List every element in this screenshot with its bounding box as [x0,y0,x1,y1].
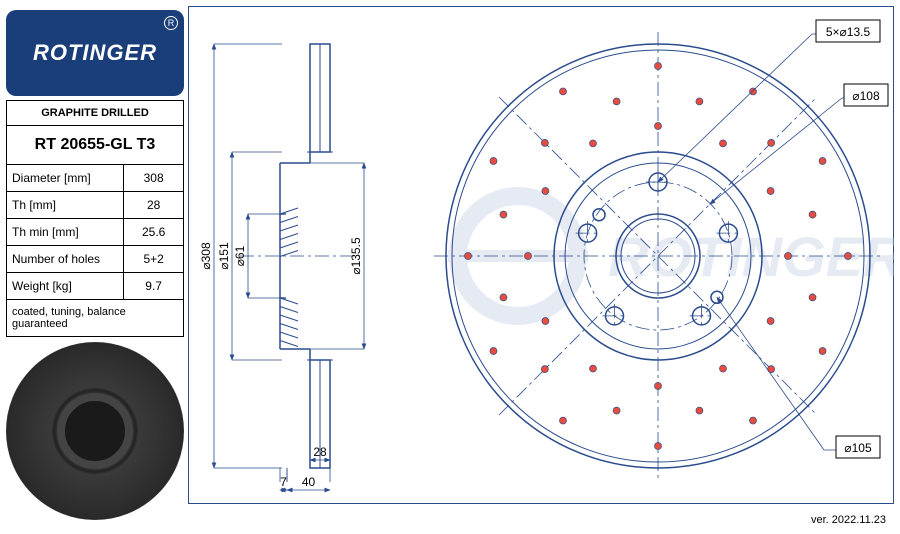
spec-value: 308 [124,165,184,192]
spec-label: Weight [kg] [7,273,124,300]
version-label: ver. 2022.11.23 [811,514,886,526]
side-view [240,44,360,468]
spec-table: GRAPHITE DRILLED RT 20655-GL T3 Diameter… [6,100,184,337]
brand-name: ROTINGER [33,40,157,66]
spec-value: 5+2 [124,246,184,273]
brand-logo: ROTINGER R [6,10,184,96]
svg-text:28: 28 [313,445,327,459]
spec-label: Th [mm] [7,192,124,219]
spec-label: Number of holes [7,246,124,273]
spec-label: Th min [mm] [7,219,124,246]
registered-mark: R [164,16,178,30]
side-dimensions: ⌀308 ⌀151⌀61 ⌀135.5 28 7 40 [199,44,364,490]
svg-text:⌀61: ⌀61 [233,245,247,266]
product-photo [6,342,184,520]
part-number: RT 20655-GL T3 [7,126,184,165]
spec-label: Diameter [mm] [7,165,124,192]
technical-drawing: ROTINGER ⌀308⌀151⌀61⌀135.528740 5×⌀13.5⌀… [188,6,894,504]
spec-value: 28 [124,192,184,219]
svg-text:5×⌀13.5: 5×⌀13.5 [826,25,871,39]
svg-text:7: 7 [280,475,287,489]
spec-value: 9.7 [124,273,184,300]
svg-text:⌀105: ⌀105 [844,441,872,455]
spec-title: GRAPHITE DRILLED [7,101,184,126]
svg-text:⌀308: ⌀308 [199,242,213,270]
svg-text:⌀108: ⌀108 [852,89,880,103]
spec-value: 25.6 [124,219,184,246]
svg-text:40: 40 [302,475,316,489]
svg-text:⌀135.5: ⌀135.5 [349,237,363,275]
svg-text:⌀151: ⌀151 [217,242,231,270]
spec-note: coated, tuning, balance guaranteed [7,300,184,337]
